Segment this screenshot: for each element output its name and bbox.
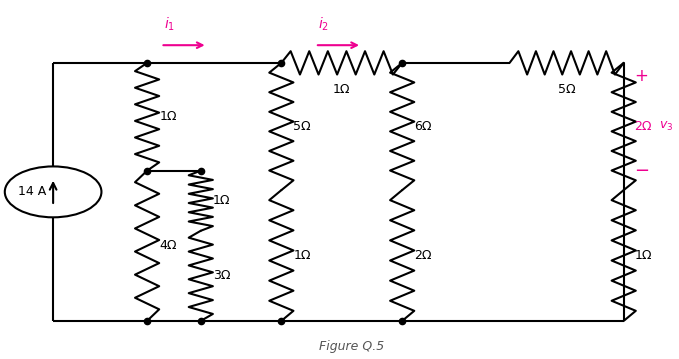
Text: Figure Q.5: Figure Q.5	[319, 340, 384, 353]
Text: 1Ω: 1Ω	[634, 249, 652, 262]
Text: −: −	[634, 162, 650, 180]
Text: $i_1$: $i_1$	[164, 15, 175, 33]
Text: $i_2$: $i_2$	[318, 15, 329, 33]
Text: 1Ω: 1Ω	[293, 249, 311, 262]
Text: 3Ω: 3Ω	[213, 269, 230, 282]
Text: 4Ω: 4Ω	[159, 239, 177, 252]
Text: 2Ω: 2Ω	[414, 249, 432, 262]
Text: 6Ω: 6Ω	[414, 120, 432, 133]
Text: 1Ω: 1Ω	[333, 83, 350, 96]
Text: 5Ω: 5Ω	[293, 120, 311, 133]
Text: 1Ω: 1Ω	[213, 194, 230, 207]
Text: 2Ω: 2Ω	[634, 120, 652, 133]
Text: 1Ω: 1Ω	[159, 110, 177, 123]
Text: 5Ω: 5Ω	[558, 83, 576, 96]
Text: $v_3$: $v_3$	[659, 120, 673, 133]
Text: 14 A: 14 A	[18, 185, 46, 199]
Text: +: +	[634, 67, 648, 85]
